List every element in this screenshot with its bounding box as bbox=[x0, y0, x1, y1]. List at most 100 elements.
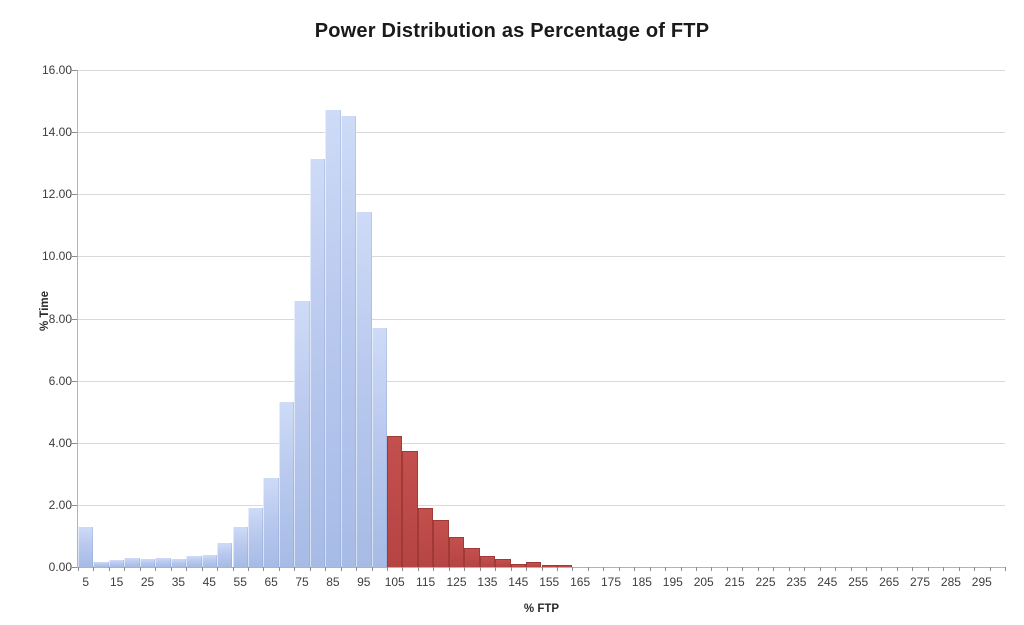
x-axis-tick bbox=[479, 567, 481, 571]
bar-above-ftp bbox=[433, 520, 449, 567]
y-tick-label: 2.00 bbox=[48, 498, 72, 512]
gridline bbox=[78, 256, 1005, 257]
y-tick-label: 10.00 bbox=[41, 249, 72, 263]
x-axis-tick bbox=[526, 567, 528, 571]
x-tick-label: 265 bbox=[879, 575, 900, 589]
bar-above-ftp bbox=[556, 565, 573, 567]
x-axis-tick bbox=[989, 567, 991, 571]
x-axis-tick bbox=[155, 567, 157, 571]
x-tick-label: 285 bbox=[940, 575, 961, 589]
x-axis-tick bbox=[325, 567, 327, 571]
bar-above-ftp bbox=[417, 508, 434, 567]
x-tick-label: 75 bbox=[295, 575, 309, 589]
bar-below-ftp bbox=[139, 559, 156, 567]
bar-above-ftp bbox=[387, 436, 403, 567]
y-tick-label: 14.00 bbox=[41, 125, 72, 139]
x-tick-label: 235 bbox=[786, 575, 807, 589]
x-axis-tick bbox=[804, 567, 806, 571]
x-axis-tick bbox=[556, 567, 558, 571]
x-tick-label: 205 bbox=[693, 575, 714, 589]
gridline bbox=[78, 319, 1005, 320]
x-axis-tick bbox=[649, 567, 651, 571]
gridline bbox=[78, 381, 1005, 382]
bar-below-ftp bbox=[247, 508, 264, 567]
bar-below-ftp bbox=[325, 110, 341, 567]
x-axis-tick bbox=[309, 567, 311, 571]
x-tick-label: 145 bbox=[508, 575, 529, 589]
y-axis-title: % Time bbox=[39, 290, 51, 332]
x-tick-label: 255 bbox=[848, 575, 869, 589]
x-tick-label: 5 bbox=[82, 575, 90, 589]
y-axis-tick bbox=[72, 381, 77, 382]
x-tick-label: 245 bbox=[817, 575, 838, 589]
x-axis-tick bbox=[170, 567, 172, 571]
gridline bbox=[78, 70, 1005, 71]
x-axis-tick bbox=[247, 567, 249, 571]
x-tick-label: 225 bbox=[755, 575, 776, 589]
x-axis-tick bbox=[93, 567, 95, 571]
bar-above-ftp bbox=[541, 565, 557, 567]
bar-below-ftp bbox=[170, 559, 187, 567]
x-axis-tick bbox=[340, 567, 342, 571]
x-axis-tick bbox=[541, 567, 543, 571]
x-axis-tick bbox=[139, 567, 141, 571]
x-axis-tick bbox=[835, 567, 837, 571]
y-axis-tick bbox=[72, 443, 77, 444]
bar-above-ftp bbox=[402, 451, 418, 567]
x-axis-tick bbox=[912, 567, 914, 571]
x-axis-tick bbox=[696, 567, 697, 571]
bar-above-ftp bbox=[510, 564, 527, 567]
bar-below-ftp bbox=[108, 560, 125, 567]
bar-below-ftp bbox=[155, 558, 171, 567]
x-tick-label: 295 bbox=[971, 575, 992, 589]
bar-above-ftp bbox=[464, 548, 480, 567]
x-tick-label: 215 bbox=[724, 575, 745, 589]
bar-above-ftp bbox=[495, 559, 511, 567]
x-tick-label: 85 bbox=[326, 575, 340, 589]
x-tick-label: 65 bbox=[264, 575, 278, 589]
bar-below-ftp bbox=[263, 478, 279, 567]
y-axis-tick bbox=[72, 194, 77, 195]
x-axis-tick bbox=[896, 567, 898, 571]
bar-below-ftp bbox=[356, 212, 372, 567]
x-tick-label: 155 bbox=[539, 575, 560, 589]
bar-above-ftp bbox=[448, 537, 465, 567]
x-tick-label: 25 bbox=[140, 575, 155, 589]
gridline bbox=[78, 132, 1005, 133]
bar-below-ftp bbox=[309, 159, 326, 567]
y-axis-tick bbox=[72, 567, 77, 568]
x-axis-tick bbox=[726, 567, 728, 571]
x-axis-tick bbox=[263, 567, 265, 571]
bar-below-ftp bbox=[340, 116, 357, 567]
x-axis-tick bbox=[618, 567, 620, 571]
x-axis-tick bbox=[232, 567, 234, 571]
x-tick-label: 175 bbox=[601, 575, 622, 589]
x-axis-tick bbox=[294, 567, 296, 571]
x-axis-tick bbox=[572, 567, 574, 571]
gridline bbox=[78, 505, 1005, 506]
x-tick-label: 55 bbox=[233, 575, 247, 589]
y-tick-label: 12.00 bbox=[41, 187, 72, 201]
x-axis-tick bbox=[278, 567, 280, 571]
chart-title: Power Distribution as Percentage of FTP bbox=[314, 20, 710, 42]
x-axis-tick bbox=[124, 567, 126, 571]
y-axis-tick bbox=[72, 70, 77, 71]
x-tick-label: 275 bbox=[910, 575, 931, 589]
x-axis-tick bbox=[417, 567, 419, 571]
x-axis-tick bbox=[78, 567, 79, 571]
x-axis-tick bbox=[108, 567, 110, 571]
x-axis-tick bbox=[201, 567, 203, 571]
bar-below-ftp bbox=[232, 527, 248, 567]
bars-container bbox=[78, 70, 1005, 567]
bar-above-ftp bbox=[479, 556, 496, 567]
y-axis-tick bbox=[72, 319, 77, 320]
plot-area: 16.00 14.00 12.00 10.00 8.00 6.00 4.00 2.00 0.00… bbox=[39, 63, 1006, 615]
x-axis-tick bbox=[510, 567, 512, 571]
gridline bbox=[78, 443, 1005, 444]
x-axis-tick bbox=[387, 567, 388, 571]
x-tick-label: 35 bbox=[171, 575, 186, 589]
x-tick-label: 165 bbox=[570, 575, 591, 589]
x-tick-label: 105 bbox=[384, 575, 405, 589]
x-axis-tick bbox=[927, 567, 929, 571]
